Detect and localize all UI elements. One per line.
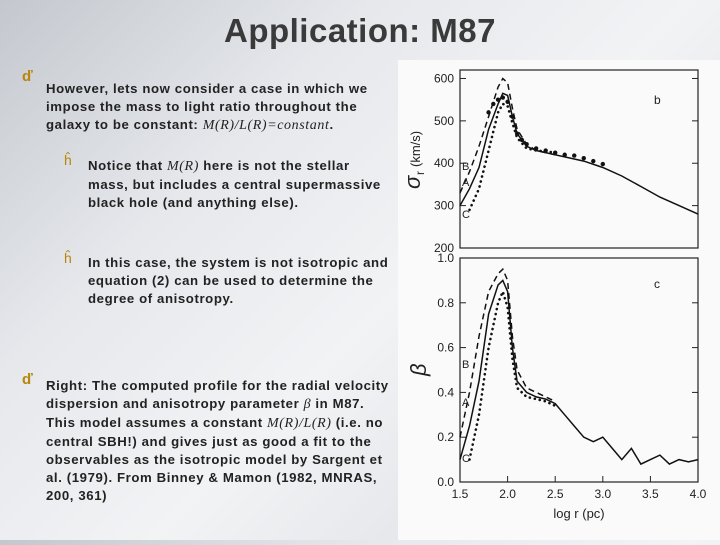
y-tick-label: 500: [434, 114, 454, 128]
data-point: [519, 137, 525, 143]
curve-label-B: B: [462, 359, 469, 371]
panel-frame-c: [459, 257, 699, 483]
bullet-marker-icon: ď: [22, 371, 33, 388]
x-tick-label: 4.0: [690, 487, 707, 501]
bullet-2-beta: β: [303, 397, 312, 412]
data-point: [553, 150, 558, 155]
y-tick-label: 300: [434, 199, 454, 213]
y-axis-unit: (km/s): [408, 131, 423, 167]
series-line-A: [459, 279, 699, 466]
y-tick-label: 600: [434, 71, 454, 85]
data-point: [600, 161, 605, 167]
data-point: [524, 141, 529, 147]
x-axis-label: log r (pc): [553, 506, 604, 521]
curve-label-A: A: [462, 177, 470, 189]
sub-bullet-1-pre: Notice that: [88, 158, 168, 173]
bullet-2: Right: The computed profile for the radi…: [46, 377, 391, 505]
x-tick-label: 2.5: [547, 487, 564, 501]
y-tick-label: 0.0: [437, 475, 454, 489]
sub-bullet-marker-icon: ĥ: [64, 250, 72, 266]
y-axis-label: σ: [400, 175, 425, 189]
y-tick-label: 0.4: [437, 385, 454, 399]
curve-label-B: B: [462, 161, 469, 173]
bullet-2-mid: in M87. This model assumes a constant: [46, 396, 365, 430]
series-line-C: [468, 102, 557, 212]
data-point: [514, 131, 520, 136]
y-axis-label-sub: r: [413, 171, 427, 175]
panel-label: c: [654, 277, 660, 291]
y-tick-label: 1.0: [437, 251, 454, 265]
series-line-C: [468, 287, 557, 461]
y-tick-label: 0.2: [437, 430, 454, 444]
y-axis-label: β: [406, 363, 431, 377]
data-point: [495, 97, 501, 102]
bullet-2-pre: Right: The computed profile for the radi…: [46, 378, 389, 411]
dispersion-anisotropy-chart: 200300400500600σr(km/s)bBAC0.00.20.40.60…: [400, 69, 707, 521]
bullet-1: However, lets now consider a case in whi…: [46, 80, 391, 135]
data-point: [505, 99, 510, 104]
data-point: [543, 148, 548, 153]
sub-bullet-2: In this case, the system is not isotropi…: [88, 254, 393, 308]
bullet-2-post: (i.e. no central SBH!) and gives just as…: [46, 415, 384, 503]
sub-bullet-marker-icon: ĥ: [64, 152, 72, 168]
bullet-marker-icon: ď: [22, 68, 33, 85]
figure-panel: 200 300 400 500 600 σ r (km/s) b B A C 0.0 0.2 0.4 0.6 0…: [398, 60, 720, 540]
curve-label-C: C: [462, 453, 470, 465]
bullet-1-end: .: [329, 117, 334, 132]
curve-label-C: C: [462, 209, 470, 221]
panel-label: b: [654, 93, 661, 107]
series-line-B: [459, 267, 556, 438]
sub-bullet-2-text: In this case, the system is not isotropi…: [88, 255, 389, 306]
slide-title: Application: M87: [223, 12, 497, 49]
bullet-2-math: M(R)/L(R): [267, 416, 332, 431]
x-tick-label: 1.5: [452, 487, 469, 501]
curve-label-A: A: [462, 397, 470, 409]
x-tick-label: 2.0: [499, 487, 516, 501]
x-tick-label: 3.0: [594, 487, 611, 501]
data-point: [572, 153, 577, 158]
data-point: [562, 152, 567, 157]
data-point: [591, 158, 596, 164]
data-point: [486, 110, 491, 115]
data-point: [510, 114, 515, 119]
sub-bullet-1-math: M(R): [167, 159, 199, 174]
y-tick-label: 0.6: [437, 341, 454, 355]
data-point: [500, 95, 506, 100]
data-point: [533, 146, 539, 151]
bullet-1-math: M(R)/L(R)=constant: [202, 118, 330, 133]
y-tick-label: 400: [434, 156, 454, 170]
series-line-A: [459, 92, 699, 215]
y-tick-label: 200: [434, 241, 454, 255]
bullet-1-text: However, lets now consider a case in whi…: [46, 81, 368, 132]
panel-frame-b: [459, 69, 699, 249]
data-point: [491, 101, 496, 107]
data-point: [581, 155, 586, 161]
x-tick-label: 3.5: [642, 487, 659, 501]
y-tick-label: 0.8: [437, 296, 454, 310]
sub-bullet-1-post: here is not the stellar mass, but includ…: [88, 158, 381, 210]
sub-bullet-1: Notice that M(R) here is not the stellar…: [88, 157, 393, 212]
